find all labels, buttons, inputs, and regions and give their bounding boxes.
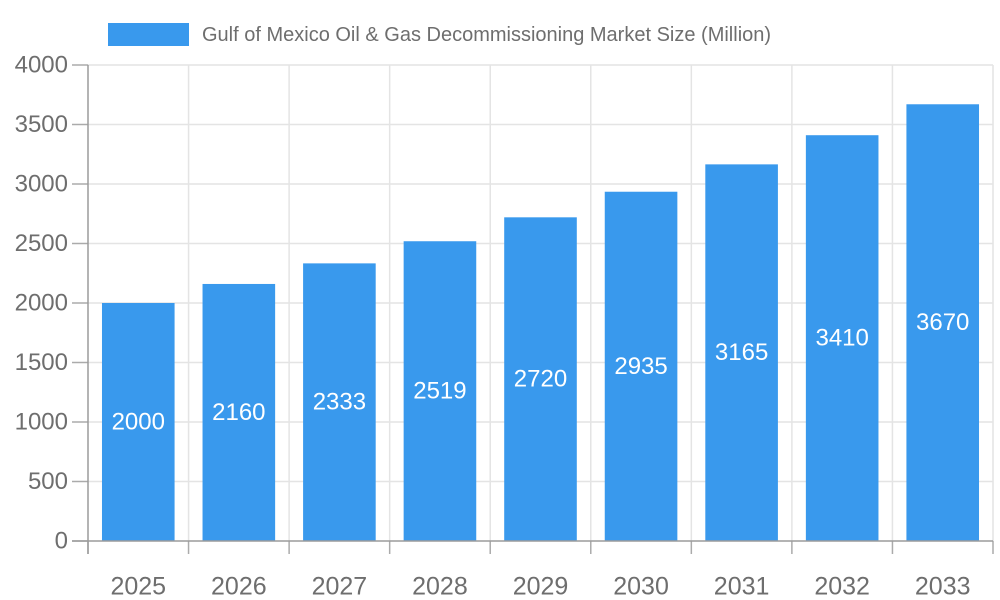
y-tick-label: 3500	[15, 111, 68, 138]
bar[interactable]	[604, 191, 678, 542]
x-tick-label: 2026	[211, 573, 267, 600]
bar-value-label: 2000	[112, 409, 165, 436]
bar-value-label: 2160	[212, 399, 265, 426]
x-tick-label: 2027	[312, 573, 368, 600]
x-tick-label: 2032	[814, 573, 870, 600]
bar-value-label: 3165	[715, 339, 768, 366]
bar-value-label: 2935	[614, 353, 667, 380]
bar-value-label: 3670	[916, 309, 969, 336]
x-tick-label: 2030	[613, 573, 669, 600]
x-tick-label: 2033	[915, 573, 971, 600]
y-tick-label: 2000	[15, 290, 68, 317]
bar[interactable]	[303, 263, 376, 541]
y-tick-label: 2500	[15, 230, 68, 257]
y-tick-label: 3000	[15, 171, 68, 198]
x-tick-label: 2028	[412, 573, 468, 600]
x-tick-label: 2031	[714, 573, 770, 600]
legend-label: Gulf of Mexico Oil & Gas Decommissioning…	[202, 23, 772, 46]
y-tick-label: 500	[28, 468, 68, 495]
bar-value-label: 2333	[313, 389, 366, 416]
y-tick-label: 4000	[15, 55, 68, 79]
bar-value-label: 2519	[413, 378, 466, 405]
legend-swatch-icon	[108, 23, 189, 46]
legend-item[interactable]: Gulf of Mexico Oil & Gas Decommissioning…	[108, 23, 771, 47]
bar[interactable]	[101, 303, 175, 541]
bar-value-label: 2720	[514, 366, 567, 393]
x-tick-label: 2029	[513, 573, 569, 600]
y-tick-label: 1500	[15, 349, 68, 376]
bar[interactable]	[202, 283, 276, 541]
bar[interactable]	[906, 104, 980, 541]
bar[interactable]	[805, 135, 879, 541]
bar[interactable]	[705, 164, 778, 541]
y-tick-label: 1000	[15, 409, 68, 436]
bar[interactable]	[403, 241, 477, 541]
y-tick-label: 0	[55, 528, 68, 555]
bar[interactable]	[504, 217, 577, 541]
bar-chart-plot-area: 0 500 1000 1500 2000 2500 3000 3500 4000 2000 2025…	[15, 55, 994, 600]
legend: Gulf of Mexico Oil & Gas Decommissioning…	[0, 0, 1000, 55]
x-tick-label: 2025	[110, 573, 166, 600]
bar-value-label: 3410	[815, 325, 868, 352]
